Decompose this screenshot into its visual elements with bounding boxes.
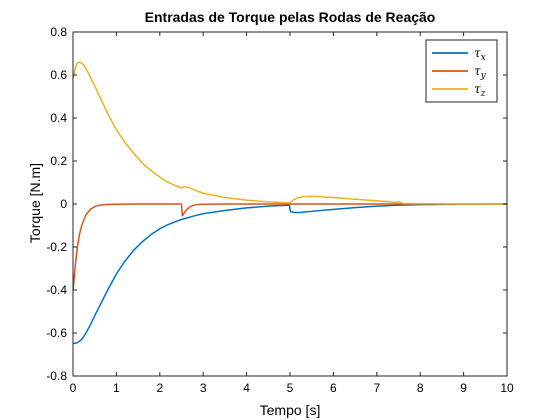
x-tick-label: 5	[287, 381, 294, 395]
x-tick-label: 0	[70, 381, 77, 395]
legend-label-z: τz	[474, 82, 486, 99]
x-axis-label: Tempo [s]	[260, 402, 321, 418]
series-line-y	[72, 203, 507, 291]
plot-border	[72, 31, 508, 377]
x-tick-label: 3	[200, 381, 207, 395]
x-tick-label: 7	[373, 381, 380, 395]
legend-label-y: τy	[474, 64, 487, 81]
y-tick-label: 0.4	[50, 111, 67, 125]
y-tick-label: -0.6	[46, 326, 67, 340]
y-tick-label: -0.8	[46, 369, 67, 383]
x-tick-label: 9	[460, 381, 467, 395]
y-tick-label: -0.2	[46, 240, 67, 254]
legend-label-x: τx	[474, 46, 486, 63]
x-tick-label: 1	[113, 381, 120, 395]
axis-ticks: 0 1 2 3 4 5 6 7 8 9 10 -0.8 -0.6 -0.4 -0.2 0 0.2 0.4 0.6 0.…	[46, 25, 514, 395]
y-tick-label: 0.6	[50, 68, 67, 82]
y-tick-label: 0.2	[50, 154, 67, 168]
x-tick-label: 10	[500, 381, 514, 395]
series-lines	[72, 61, 508, 345]
x-tick-label: 6	[330, 381, 337, 395]
chart-title: Entradas de Torque pelas Rodas de Reação	[145, 9, 436, 25]
y-tick-label: 0.8	[50, 25, 67, 39]
x-tick-label: 8	[417, 381, 424, 395]
y-tick-label: 0	[60, 197, 67, 211]
x-tick-label: 2	[156, 381, 163, 395]
y-tick-label: -0.4	[46, 283, 67, 297]
y-axis-label: Torque [N.m]	[27, 163, 43, 243]
series-line-x	[73, 203, 508, 345]
series-line-z	[72, 61, 507, 205]
x-tick-label: 4	[243, 381, 250, 395]
